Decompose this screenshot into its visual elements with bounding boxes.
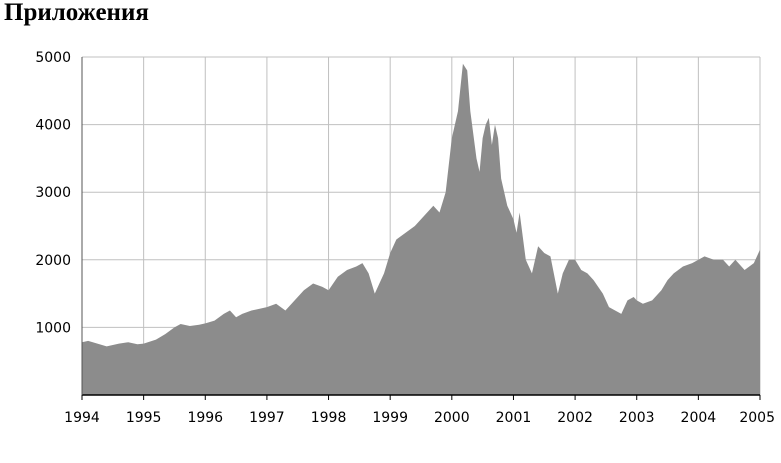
page-heading: Приложения: [4, 0, 149, 26]
y-tick-label-2000: 2000: [35, 253, 71, 269]
x-tick-label-2003: 2003: [619, 410, 655, 426]
y-tick-label-5000: 5000: [35, 50, 71, 66]
x-tick-label-1996: 1996: [187, 410, 223, 426]
x-tick-label-1995: 1995: [126, 410, 162, 426]
x-tick-label-1998: 1998: [311, 410, 347, 426]
x-tick-label-2005: 2005: [739, 410, 775, 426]
x-tick-label-2001: 2001: [496, 410, 532, 426]
x-tick-label-2000: 2000: [434, 410, 470, 426]
y-tick-label-3000: 3000: [35, 185, 71, 201]
x-tick-labels: 1994 1995 1996 1997 1998 1999 2000 2001 2002 2003…: [64, 410, 775, 426]
x-tick-label-2002: 2002: [557, 410, 593, 426]
y-tick-label-1000: 1000: [35, 320, 71, 336]
x-tick-label-2004: 2004: [681, 410, 717, 426]
x-tick-label-1999: 1999: [372, 410, 408, 426]
y-tick-labels: 1000 2000 3000 4000 5000: [35, 50, 71, 336]
x-tick-label-1994: 1994: [64, 410, 100, 426]
series-area: [82, 63, 760, 395]
axes: [81, 57, 761, 400]
x-tick-label-1997: 1997: [249, 410, 285, 426]
y-tick-label-4000: 4000: [35, 118, 71, 134]
